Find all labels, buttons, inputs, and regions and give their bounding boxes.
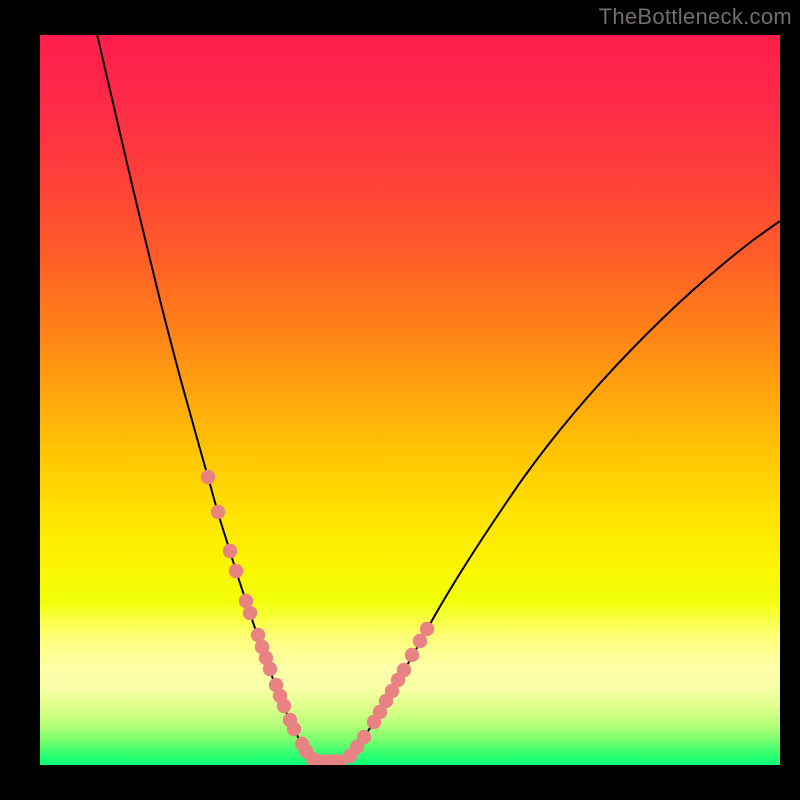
scatter-point [277, 699, 291, 713]
plot-area [40, 35, 780, 765]
bottleneck-chart [40, 35, 780, 765]
scatter-point [223, 544, 237, 558]
scatter-point [413, 634, 427, 648]
scatter-point [229, 564, 243, 578]
watermark-text: TheBottleneck.com [599, 4, 792, 30]
scatter-point [397, 663, 411, 677]
scatter-point [201, 470, 215, 484]
scatter-point [243, 606, 257, 620]
scatter-point [420, 622, 434, 636]
scatter-point [287, 722, 301, 736]
scatter-point [357, 730, 371, 744]
scatter-point [405, 648, 419, 662]
scatter-point [211, 505, 225, 519]
scatter-point [263, 662, 277, 676]
chart-frame: TheBottleneck.com [0, 0, 800, 800]
